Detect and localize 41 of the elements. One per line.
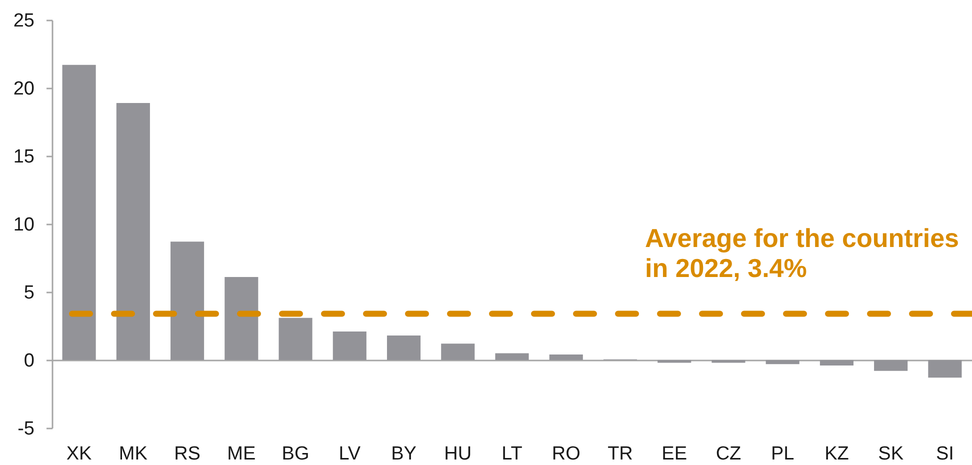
x-tick-label: ME [227,444,256,464]
bar [386,336,421,360]
x-tick-label: MK [118,444,148,464]
x-tick-label: CZ [716,444,742,464]
x-tick-label: LV [338,444,361,464]
bar [658,360,692,363]
x-tick-label: SI [936,444,954,464]
bar [224,277,258,360]
x-tick-label: HU [444,444,472,464]
x-tick-label: TR [608,444,633,464]
x-tick-label: PL [770,444,794,464]
x-tick-label: LT [502,444,523,464]
y-tick-label: 15 [13,146,34,168]
x-tick-label: RS [174,444,200,464]
bar [928,360,962,378]
y-tick-label: 0 [24,350,34,372]
bar [116,102,150,360]
y-tick-label: 5 [24,282,34,304]
bar [712,360,746,363]
x-tick-label: SK [878,444,904,464]
x-tick-label: RO [552,444,580,464]
y-tick-label: -5 [18,418,34,440]
x-tick-label: KZ [824,444,850,464]
bar [170,242,204,360]
x-tick-label: BY [391,444,417,464]
y-tick-label: 25 [13,10,34,32]
bar [820,360,854,366]
bar [278,318,312,360]
bar [332,331,366,360]
x-tick-label: BG [282,444,310,464]
y-tick-label: 20 [13,78,34,100]
bar [441,344,475,360]
y-tick-label: 10 [13,214,34,236]
bar [62,64,96,360]
bar [549,354,583,360]
ref-line-label: Average for the countries in 2022, 3.4% [645,222,960,283]
bar [874,360,908,371]
x-tick-label: XK [66,444,92,464]
bar [495,353,529,360]
x-tick-label: EE [662,444,688,464]
bar [766,360,800,364]
